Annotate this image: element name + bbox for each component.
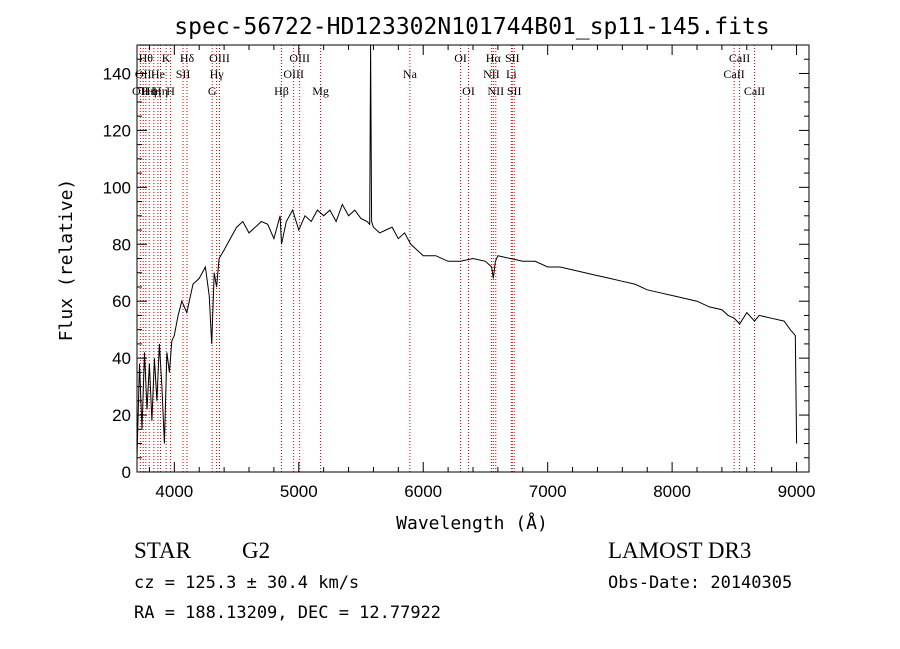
line-label-7: K — [162, 51, 171, 65]
line-label-28: CaII — [729, 51, 750, 65]
x-tick-label-8000: 8000 — [653, 482, 691, 501]
line-label-19: OI — [454, 51, 467, 65]
line-label-15: OIII — [283, 67, 304, 81]
y-axis-label: Flux (relative) — [56, 179, 77, 342]
x-tick-label-9000: 9000 — [778, 482, 816, 501]
y-axis-ticks: 0 20 40 60 80 100 120 140 — [103, 58, 809, 482]
object-class: STAR — [134, 538, 191, 563]
x-tick-label-7000: 7000 — [529, 482, 567, 501]
line-label-17: Mg — [312, 84, 329, 98]
x-axis-label: Wavelength (Å) — [396, 512, 548, 534]
y-tick-label-100: 100 — [103, 178, 131, 197]
line-label-2: Hθ — [139, 51, 154, 65]
y-tick-label-140: 140 — [103, 64, 131, 83]
line-label-26: SII — [507, 84, 522, 98]
line-label-3: Hη — [142, 84, 157, 98]
line-label-1: OII — [135, 67, 152, 81]
line-label-12: Hγ — [210, 67, 225, 81]
x-tick-label-5000: 5000 — [280, 482, 318, 501]
line-label-20: OI — [462, 84, 475, 98]
line-label-0: OII — [132, 84, 149, 98]
y-tick-label-40: 40 — [112, 349, 131, 368]
line-label-29: CaII — [744, 84, 765, 98]
line-label-23: NII — [487, 84, 504, 98]
line-label-9: SII — [176, 67, 191, 81]
coordinates: RA = 188.13209, DEC = 12.77922 — [134, 603, 442, 623]
x-axis-ticks: 4000 5000 6000 7000 8000 9000 — [148, 45, 816, 501]
y-tick-label-0: 0 — [122, 463, 131, 482]
spectrum-line — [136, 44, 798, 458]
survey-name: LAMOST DR3 — [608, 538, 752, 563]
line-label-6: Hη — [153, 84, 168, 98]
x-tick-label-4000: 4000 — [155, 482, 193, 501]
line-label-10: Hδ — [180, 51, 195, 65]
line-label-8: H — [166, 84, 175, 98]
chart-title: spec-56722-HD123302N101744B01_sp11-145.f… — [174, 14, 769, 40]
line-label-22: Hα — [486, 51, 502, 65]
line-label-16: OIII — [289, 51, 310, 65]
line-label-21: NII — [483, 67, 500, 81]
redshift-cz: cz = 125.3 ± 30.4 km/s — [134, 573, 360, 593]
line-label-24: Li — [506, 67, 517, 81]
line-label-18: Na — [403, 67, 418, 81]
line-label-25: SII — [505, 51, 520, 65]
subclass: G2 — [242, 538, 271, 563]
y-tick-label-60: 60 — [112, 292, 131, 311]
y-tick-label-80: 80 — [112, 235, 131, 254]
line-label-13: OIII — [209, 51, 230, 65]
y-tick-label-120: 120 — [103, 121, 131, 140]
x-tick-label-6000: 6000 — [404, 482, 442, 501]
line-label-11: G — [208, 84, 217, 98]
line-labels: OIIOIIHθHηHηHeHηKHSIIHδGHγOIIIHβOIIIOIII… — [132, 51, 765, 98]
line-markers — [139, 45, 755, 472]
y-tick-label-20: 20 — [112, 406, 131, 425]
obs-date: Obs-Date: 20140305 — [608, 573, 793, 593]
line-label-5: He — [151, 67, 165, 81]
line-label-4: Hη — [146, 84, 161, 98]
line-label-27: CaII — [723, 67, 744, 81]
line-label-14: Hβ — [274, 84, 289, 98]
